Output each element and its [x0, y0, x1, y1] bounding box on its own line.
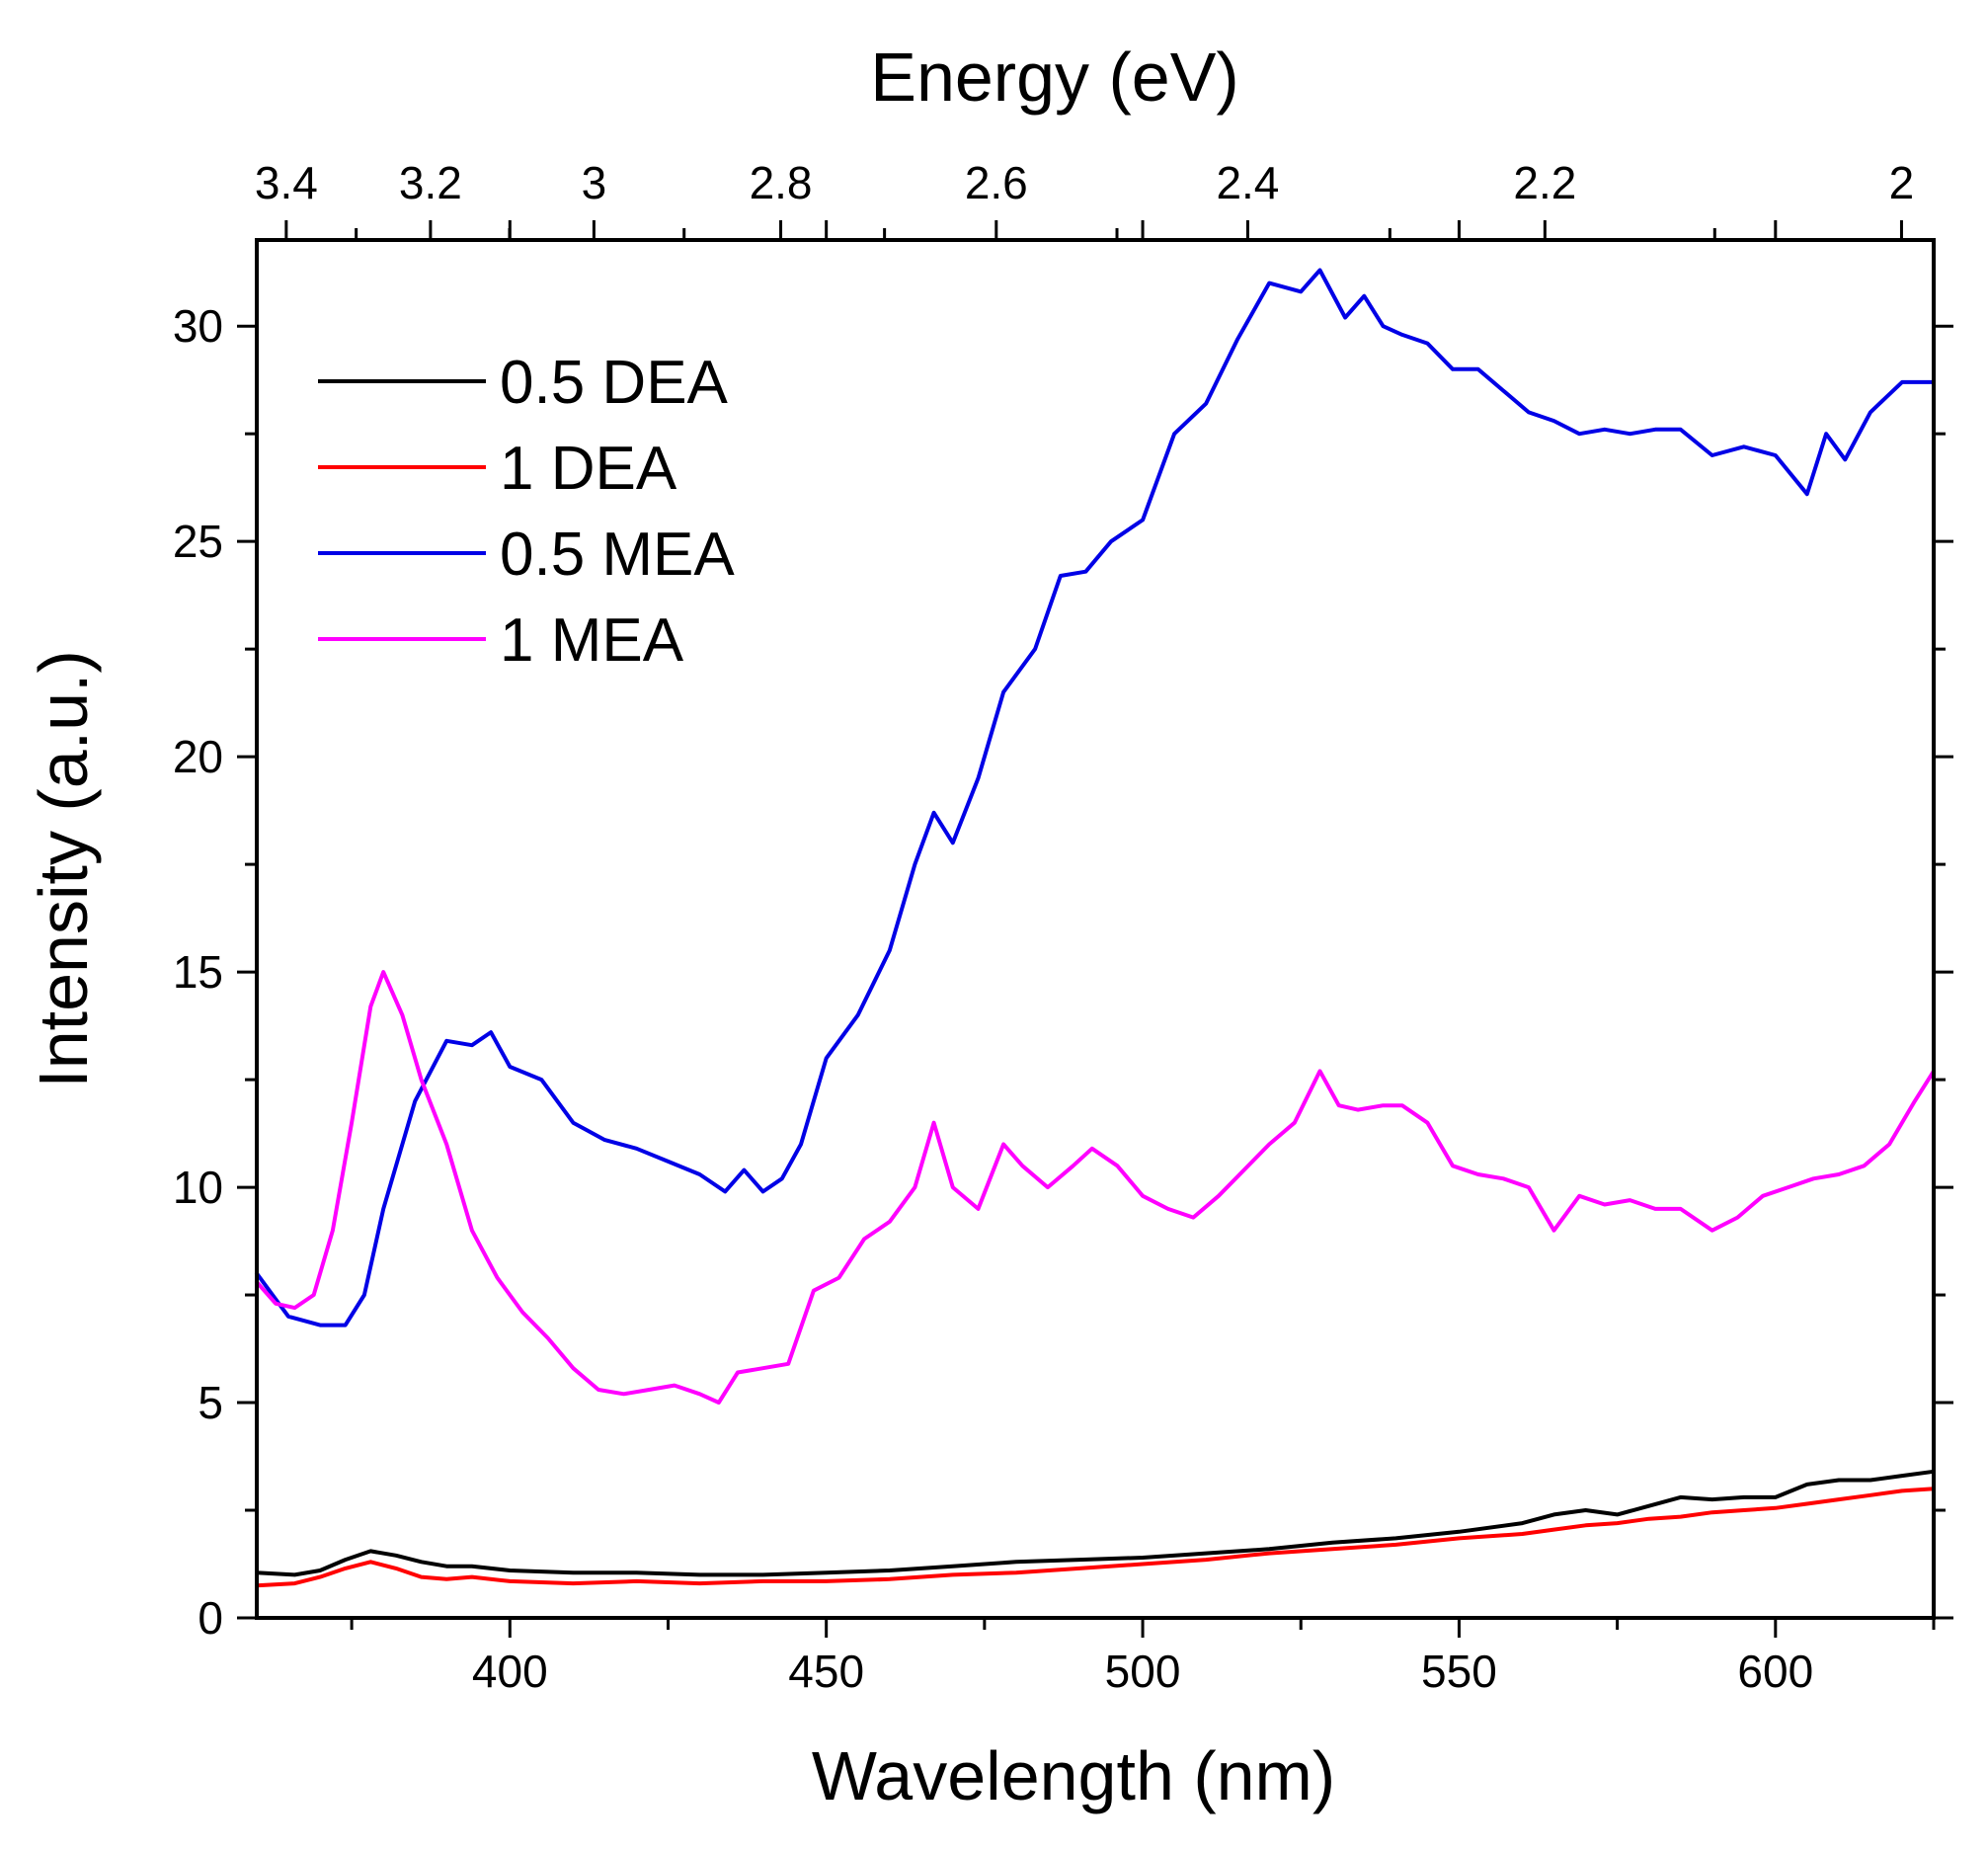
x2-tick-label-4: 2.6: [965, 157, 1028, 208]
series-line-3: [255, 970, 1936, 1405]
legend: 0.5 DEA 1 DEA 0.5 MEA 1 MEA: [318, 349, 735, 675]
x2-tick-label-0: 3.4: [255, 157, 318, 208]
x2-tick-label-2: 3: [582, 157, 607, 208]
y-tick-label-3: 15: [173, 946, 223, 998]
series-line-1: [255, 1487, 1936, 1588]
legend-label-0: 0.5 DEA: [500, 349, 729, 417]
x-tick-label-3: 550: [1421, 1646, 1497, 1697]
legend-label-3: 1 MEA: [500, 606, 684, 675]
legend-label-2: 0.5 MEA: [500, 521, 735, 589]
x-tick-label-2: 500: [1105, 1646, 1181, 1697]
x-tick-label-1: 450: [788, 1646, 864, 1697]
y-tick-label-2: 10: [173, 1162, 223, 1213]
x-tick-label-0: 400: [472, 1646, 548, 1697]
series-layer: [255, 268, 1936, 1588]
plot-frame: [255, 238, 1936, 1620]
top-axis-label: Energy (eV): [870, 39, 1238, 116]
x2-tick-label-6: 2.2: [1513, 157, 1576, 208]
x-tick-label-4: 600: [1737, 1646, 1813, 1697]
y-tick-label-0: 0: [198, 1592, 223, 1644]
y-tick-label-1: 5: [198, 1377, 223, 1428]
x2-tick-label-3: 2.8: [750, 157, 813, 208]
x-axis-label: Wavelength (nm): [812, 1737, 1335, 1814]
ticks-layer: 400 450 500 550 600 0 5 10 15 20 25 30 3.4 3.2 3 2.8 2.6…: [173, 157, 1953, 1697]
y-tick-label-4: 20: [173, 731, 223, 782]
x2-tick-label-5: 2.4: [1216, 157, 1279, 208]
y-tick-label-5: 25: [173, 516, 223, 567]
x2-tick-label-1: 3.2: [399, 157, 462, 208]
series-line-2: [255, 268, 1936, 1327]
series-line-0: [255, 1469, 1936, 1577]
y-tick-label-6: 30: [173, 300, 223, 352]
x2-tick-label-7: 2: [1889, 157, 1915, 208]
y-axis-label: Intensity (a.u.): [25, 650, 102, 1088]
legend-label-1: 1 DEA: [500, 435, 677, 503]
